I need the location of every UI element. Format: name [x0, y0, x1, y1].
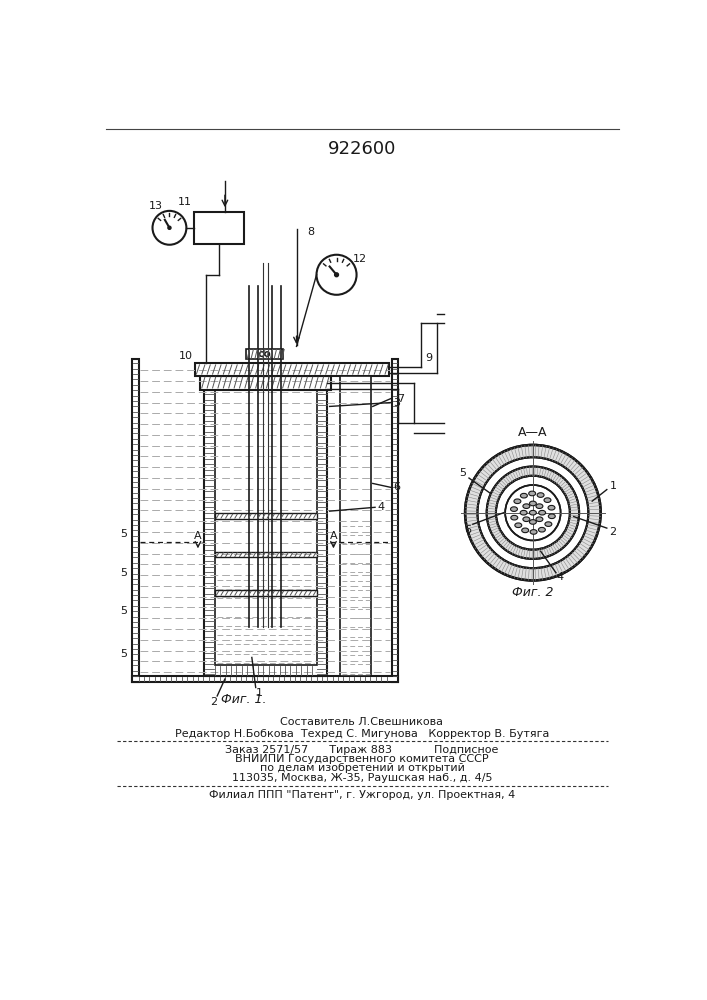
Ellipse shape — [530, 510, 537, 515]
Text: 5: 5 — [119, 568, 127, 578]
Ellipse shape — [515, 523, 522, 528]
Ellipse shape — [510, 507, 518, 511]
Bar — [132, 676, 398, 682]
Text: Редактор Н.Бобкова  Техред С. Мигунова   Корректор В. Бутяга: Редактор Н.Бобкова Техред С. Мигунова Ко… — [175, 729, 549, 739]
Ellipse shape — [530, 530, 537, 534]
Circle shape — [265, 352, 269, 356]
Text: 5: 5 — [119, 529, 127, 539]
Text: А: А — [329, 531, 337, 541]
Ellipse shape — [520, 510, 527, 515]
Text: 5: 5 — [119, 649, 127, 659]
Ellipse shape — [539, 527, 545, 532]
Text: 9: 9 — [426, 353, 433, 363]
Text: А: А — [194, 531, 201, 541]
Bar — [195, 363, 389, 376]
Bar — [215, 590, 317, 596]
Circle shape — [153, 211, 187, 245]
Ellipse shape — [530, 520, 537, 524]
Circle shape — [317, 255, 356, 295]
Text: 4: 4 — [556, 572, 563, 582]
Text: Составитель Л.Свешникова: Составитель Л.Свешникова — [281, 717, 443, 727]
Circle shape — [506, 485, 561, 540]
Bar — [132, 359, 139, 682]
Bar — [215, 389, 317, 665]
Text: 4: 4 — [378, 502, 385, 512]
Bar — [392, 359, 398, 682]
Circle shape — [465, 445, 601, 580]
Circle shape — [334, 273, 339, 277]
Text: 5: 5 — [119, 606, 127, 616]
Text: 13: 13 — [148, 201, 163, 211]
Bar — [194, 212, 244, 244]
Text: Фиг. 2: Фиг. 2 — [512, 586, 554, 599]
Ellipse shape — [536, 517, 543, 522]
Text: 1: 1 — [609, 481, 617, 491]
Ellipse shape — [511, 515, 518, 520]
Ellipse shape — [549, 514, 555, 519]
Text: 12: 12 — [353, 254, 367, 264]
Text: 113035, Москва, Ж-35, Раушская наб., д. 4/5: 113035, Москва, Ж-35, Раушская наб., д. … — [232, 773, 492, 783]
Text: Фиг. 1.: Фиг. 1. — [221, 693, 267, 706]
Ellipse shape — [523, 504, 530, 508]
Text: по делам изобретений и открытий: по делам изобретений и открытий — [259, 763, 464, 773]
Text: 11: 11 — [178, 197, 192, 207]
Ellipse shape — [530, 501, 537, 506]
Circle shape — [259, 352, 264, 356]
Text: 3: 3 — [393, 398, 400, 408]
Bar — [204, 389, 327, 676]
Ellipse shape — [523, 517, 530, 522]
Text: 7: 7 — [397, 394, 404, 404]
Bar — [215, 513, 317, 519]
Text: 6: 6 — [393, 482, 400, 492]
Text: Филиал ППП "Патент", г. Ужгород, ул. Проектная, 4: Филиал ППП "Патент", г. Ужгород, ул. Про… — [209, 790, 515, 800]
Ellipse shape — [539, 510, 546, 515]
Ellipse shape — [544, 498, 551, 502]
Ellipse shape — [545, 522, 552, 526]
Text: 6: 6 — [464, 525, 471, 535]
Ellipse shape — [529, 491, 536, 496]
Ellipse shape — [520, 493, 527, 498]
Bar — [200, 376, 331, 389]
Bar — [340, 376, 371, 676]
Text: 1: 1 — [256, 688, 263, 698]
Ellipse shape — [522, 528, 529, 533]
Text: 5: 5 — [460, 468, 467, 478]
Text: 10: 10 — [179, 351, 192, 361]
Text: Заказ 2571/57      Тираж 883            Подписное: Заказ 2571/57 Тираж 883 Подписное — [226, 745, 498, 755]
Text: ВНИИПИ Государственного комитета СССР: ВНИИПИ Государственного комитета СССР — [235, 754, 489, 764]
Ellipse shape — [536, 504, 543, 508]
Bar — [215, 552, 317, 557]
Text: 2: 2 — [609, 527, 617, 537]
Ellipse shape — [537, 493, 544, 497]
Ellipse shape — [514, 499, 521, 504]
Circle shape — [486, 466, 579, 559]
Text: 2: 2 — [210, 697, 217, 707]
Text: 922600: 922600 — [328, 140, 396, 158]
Bar — [247, 349, 284, 359]
Circle shape — [168, 226, 171, 229]
Circle shape — [477, 457, 588, 568]
Text: А—А: А—А — [518, 426, 548, 439]
Text: 8: 8 — [307, 227, 314, 237]
Circle shape — [496, 476, 570, 550]
Ellipse shape — [548, 505, 555, 510]
